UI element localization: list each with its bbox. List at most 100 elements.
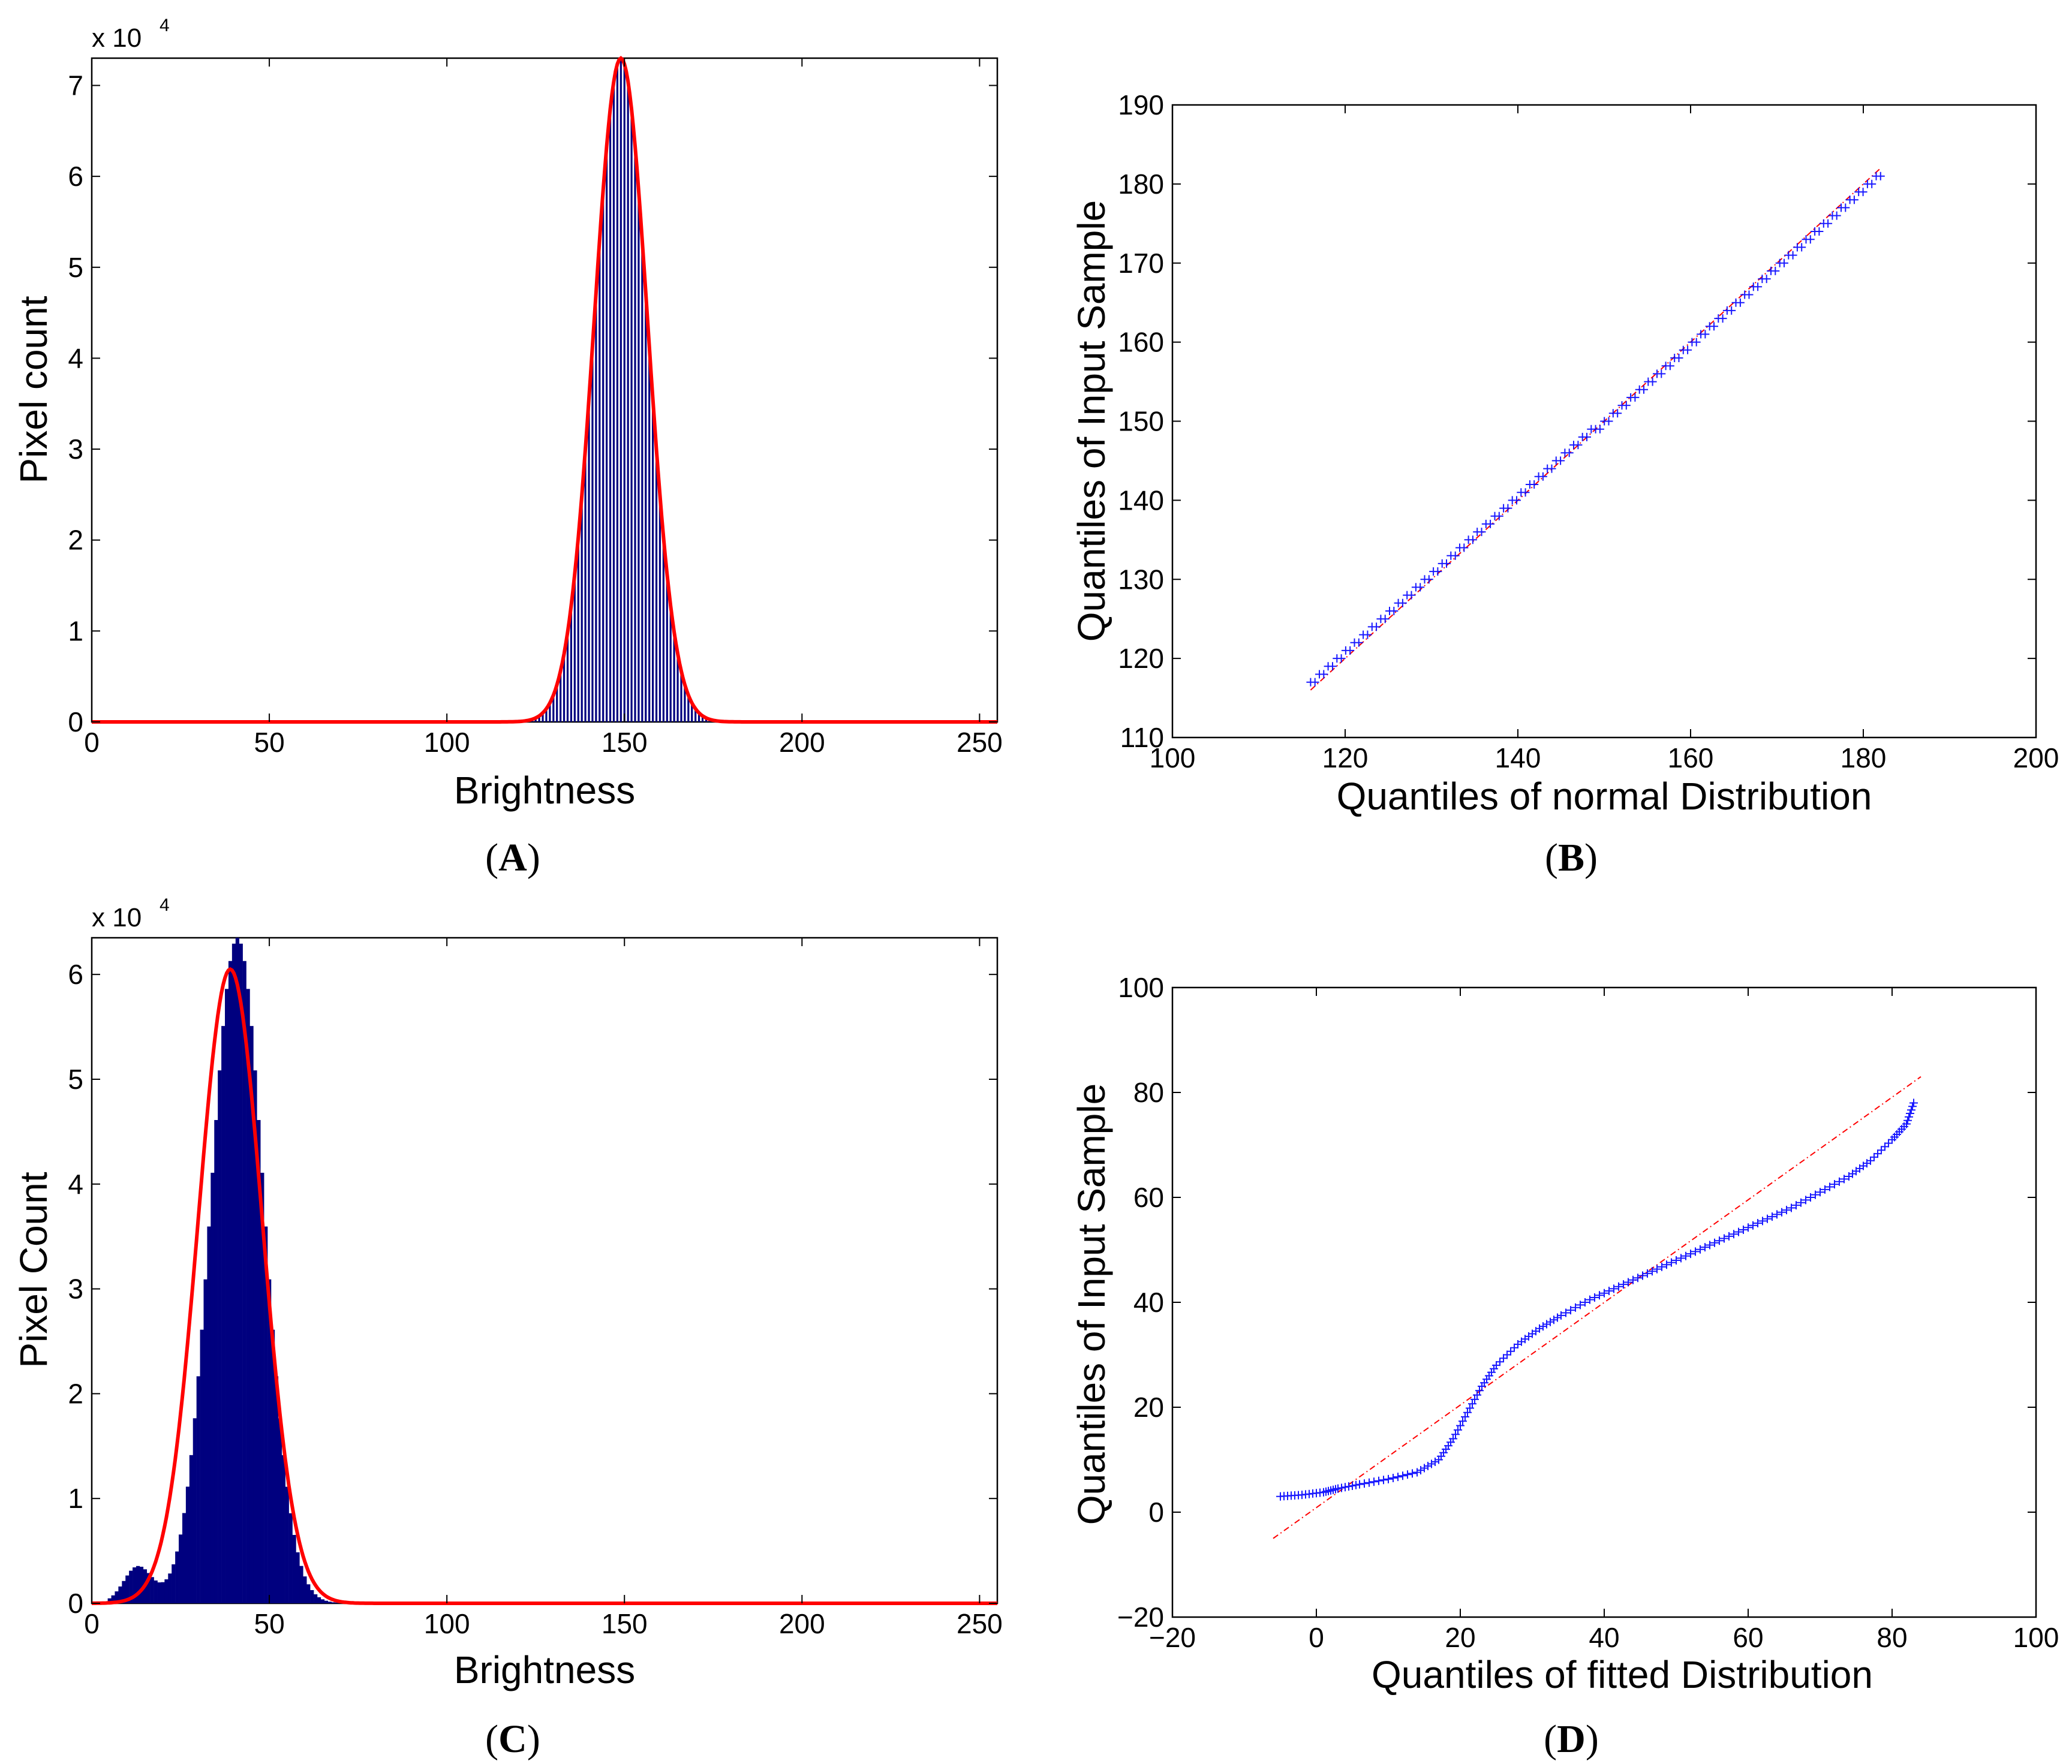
y-tick-label: 3 <box>68 1274 83 1305</box>
y-tick-label: 2 <box>68 1378 83 1409</box>
histogram-bar <box>691 703 693 722</box>
histogram-bar <box>239 943 243 1603</box>
histogram-bar <box>264 1226 268 1603</box>
y-tick-label: 3 <box>68 434 83 465</box>
y-tick-label: 160 <box>1118 327 1164 358</box>
x-tick-label: 200 <box>2013 742 2059 773</box>
y-tick-label: 7 <box>68 70 83 101</box>
histogram-bar <box>314 1594 318 1603</box>
x-tick-label: 160 <box>1668 742 1714 773</box>
histogram-bar <box>570 606 573 722</box>
histogram-bar <box>161 1582 165 1603</box>
histogram-bar <box>299 1566 303 1603</box>
histogram-bar <box>235 938 239 1603</box>
histogram-bar <box>694 709 697 722</box>
x-axis-title-c: Brightness <box>454 1648 635 1691</box>
histogram-bar <box>218 1070 222 1603</box>
y-tick-label: 5 <box>68 252 83 283</box>
panel-c: 0 50 100 150 200 250 0 1 2 3 4 5 6 x 10 4 Brightnes… <box>12 895 1003 1761</box>
panel-label-b: (B) <box>1545 836 1598 880</box>
histogram-bar <box>288 1513 293 1603</box>
x-axis-title-d: Quantiles of fitted Distribution <box>1372 1653 1873 1696</box>
histogram-bar <box>538 715 540 722</box>
histogram-bar <box>242 961 246 1603</box>
qq-points-d <box>1276 1098 1918 1501</box>
histogram-bar <box>182 1513 187 1603</box>
histogram-bar <box>278 1418 282 1603</box>
histogram-bar <box>701 715 704 722</box>
panel-letter-a: A <box>498 836 527 880</box>
x-tick-label: 60 <box>1733 1622 1763 1653</box>
histogram-bar <box>606 146 608 722</box>
histogram-bar <box>175 1551 179 1603</box>
y-tick-label: 130 <box>1118 564 1164 595</box>
x-tick-label: 150 <box>602 1608 648 1639</box>
histogram-bar <box>684 684 686 722</box>
exponent-label-c: x 10 <box>92 903 142 932</box>
histogram-bar <box>588 399 590 722</box>
panel-label-d: (D) <box>1544 1717 1599 1761</box>
histogram-bar <box>645 292 647 722</box>
histogram-bar <box>246 989 250 1603</box>
y-tick-label: 2 <box>68 525 83 556</box>
y-tick-label: 180 <box>1118 168 1164 200</box>
histogram-bar <box>676 654 679 722</box>
y-axis-title-d: Quantiles of Input Sample <box>1070 1083 1113 1525</box>
histogram-bar <box>669 606 672 722</box>
histogram-bar <box>179 1534 183 1603</box>
histogram-bar <box>267 1279 272 1603</box>
histogram-bar <box>136 1566 140 1603</box>
histogram-bar <box>196 1376 200 1603</box>
x-tick-label: 100 <box>424 727 470 758</box>
histogram-bar <box>637 190 640 722</box>
fit-line <box>92 56 997 724</box>
histogram-bar <box>200 1329 204 1603</box>
histogram-bar <box>673 632 675 722</box>
histogram-bars-a <box>516 58 725 723</box>
y-tick-label: −20 <box>1117 1602 1164 1633</box>
y-tick-label: 6 <box>68 161 83 192</box>
fit-line <box>92 967 997 1605</box>
y-tick-label: 140 <box>1118 484 1164 516</box>
panel-label-c: (C) <box>485 1717 540 1761</box>
panel-letter-d: D <box>1557 1717 1586 1761</box>
x-tick-label: 250 <box>957 727 1003 758</box>
histogram-bar <box>552 695 555 722</box>
y-tick-label: 190 <box>1118 89 1164 121</box>
histogram-bar <box>271 1329 275 1603</box>
x-tick-label: −20 <box>1149 1622 1196 1653</box>
qq-markers <box>1306 171 1885 687</box>
x-tick-label: 100 <box>1150 742 1196 773</box>
histogram-bar <box>185 1486 190 1603</box>
histogram-bar <box>648 346 651 722</box>
x-tick-label: 80 <box>1876 1622 1907 1653</box>
histogram-bar <box>306 1584 311 1603</box>
histogram-bar <box>133 1567 137 1603</box>
x-tick-label: 250 <box>957 1608 1003 1639</box>
histogram-bar <box>122 1581 126 1603</box>
histogram-bar <box>210 1172 215 1603</box>
histogram-bar <box>225 989 229 1603</box>
x-tick-label: 100 <box>2013 1622 2059 1653</box>
panel-letter-b: B <box>1558 836 1584 880</box>
x-ticks-a: 0 50 100 150 200 250 <box>84 58 1003 758</box>
y-tick-label: 0 <box>68 1588 83 1619</box>
histogram-bar <box>150 1577 154 1603</box>
histogram-bar <box>620 58 622 722</box>
y-tick-label: 60 <box>1133 1182 1164 1213</box>
panel-b: 100 120 140 160 180 200 110 120 130 140 150 160 170… <box>1070 89 2059 880</box>
histogram-bar <box>139 1566 144 1603</box>
histogram-bar <box>228 961 233 1603</box>
x-axis-title-a: Brightness <box>454 769 635 812</box>
histogram-bar <box>602 190 605 722</box>
x-tick-label: 50 <box>254 1608 284 1639</box>
y-tick-label: 170 <box>1118 248 1164 279</box>
y-tick-label: 40 <box>1133 1287 1164 1318</box>
y-tick-label: 120 <box>1118 643 1164 674</box>
y-ticks-d: −20 0 20 40 60 80 100 <box>1117 972 2036 1633</box>
histogram-bar <box>581 495 583 722</box>
panel-label-a: (A) <box>485 836 540 880</box>
y-ticks-b: 110 120 130 140 150 160 170 180 190 <box>1118 89 2036 753</box>
histogram-bar <box>231 943 236 1603</box>
histogram-bar <box>172 1564 176 1603</box>
